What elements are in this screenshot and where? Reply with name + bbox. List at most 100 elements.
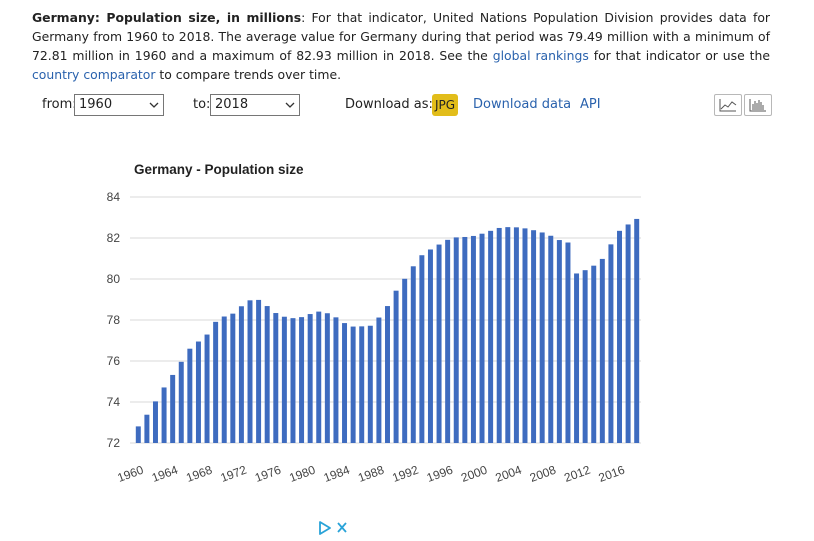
x-tick-label: 2012 — [562, 463, 592, 485]
bar-1977[interactable] — [281, 316, 287, 443]
bar-1989[interactable] — [385, 306, 390, 443]
bar-1962[interactable] — [152, 401, 158, 443]
bar-1995[interactable] — [436, 244, 442, 443]
bar-1996[interactable] — [445, 239, 451, 443]
bar-2007[interactable] — [539, 232, 545, 443]
chart-container: Germany - Population size 72 74 76 78 80 82 84… — [0, 150, 814, 490]
indicator-title: Germany: Population size, in millions — [32, 10, 302, 25]
bar-2001[interactable] — [488, 230, 494, 443]
x-tick-label: 2000 — [459, 463, 489, 485]
download-jpg-button[interactable]: JPG — [432, 94, 458, 116]
bar-2015[interactable] — [608, 244, 614, 443]
line-chart-icon — [719, 99, 737, 112]
bar-2003[interactable] — [505, 227, 511, 443]
x-tick-label: 1972 — [219, 463, 249, 485]
bar-chart-icon — [749, 99, 766, 112]
y-tick-label: 84 — [107, 190, 121, 204]
bar-2004[interactable] — [513, 227, 519, 443]
bar-1975[interactable] — [264, 306, 270, 443]
bar-1983[interactable] — [333, 317, 339, 443]
bar-1985[interactable] — [350, 326, 356, 443]
chart-controls: from: 1960 to: 2018 Download as: JPG Dow… — [0, 94, 814, 118]
x-tick-label: 1964 — [150, 463, 180, 485]
country-comparator-link[interactable]: country comparator — [32, 67, 156, 82]
bar-2016[interactable] — [617, 230, 622, 443]
chart-bars — [135, 218, 640, 443]
bar-1965[interactable] — [178, 361, 184, 443]
bar-1982[interactable] — [324, 313, 330, 443]
from-label: from: — [42, 97, 77, 112]
description-text-2: for that indicator or use the — [588, 48, 770, 63]
bar-2017[interactable] — [625, 224, 631, 443]
bar-1981[interactable] — [316, 311, 322, 443]
bar-1987[interactable] — [367, 325, 373, 443]
bar-1960[interactable] — [135, 426, 141, 443]
bar-1976[interactable] — [273, 313, 279, 443]
bar-2011[interactable] — [574, 273, 580, 443]
bar-1997[interactable] — [453, 237, 459, 443]
bar-2000[interactable] — [479, 233, 485, 443]
bar-1974[interactable] — [256, 299, 262, 443]
population-bar-chart: Germany - Population size 72 74 76 78 80 82 84… — [107, 162, 641, 485]
download-data-link[interactable]: Download data — [473, 97, 572, 112]
bar-1999[interactable] — [470, 235, 476, 443]
bar-2014[interactable] — [599, 258, 605, 443]
global-rankings-link[interactable]: global rankings — [492, 48, 589, 63]
bar-2010[interactable] — [565, 242, 571, 443]
line-chart-button[interactable] — [714, 94, 742, 116]
bar-1969[interactable] — [213, 321, 219, 443]
bar-1984[interactable] — [342, 323, 348, 443]
ad-choices[interactable] — [318, 520, 350, 536]
chart-title: Germany - Population size — [134, 162, 304, 177]
x-tick-label: 1984 — [322, 463, 352, 485]
x-tick-label: 1980 — [287, 463, 317, 485]
bar-1988[interactable] — [376, 317, 382, 443]
bar-2005[interactable] — [522, 228, 528, 443]
y-axis-ticks: 72 74 76 78 80 82 84 — [107, 190, 121, 450]
bar-2008[interactable] — [548, 235, 554, 443]
bar-1967[interactable] — [195, 341, 201, 443]
bar-2018[interactable] — [634, 218, 640, 443]
bar-1990[interactable] — [393, 290, 399, 443]
description-text-3: to compare trends over time. — [155, 67, 342, 82]
description-text-1: : For that indicator, United Nations Pop… — [32, 10, 770, 63]
bar-1980[interactable] — [307, 314, 313, 443]
bar-1992[interactable] — [410, 266, 416, 443]
bar-1991[interactable] — [402, 278, 408, 443]
bar-1993[interactable] — [419, 255, 425, 443]
bar-1970[interactable] — [221, 316, 227, 443]
bar-chart-button[interactable] — [744, 94, 772, 116]
bar-1966[interactable] — [187, 348, 193, 443]
bar-1986[interactable] — [359, 326, 365, 443]
bar-2009[interactable] — [556, 240, 562, 443]
to-label: to: — [193, 97, 211, 112]
bar-1994[interactable] — [427, 249, 433, 443]
bar-1968[interactable] — [204, 334, 210, 443]
bar-1973[interactable] — [247, 300, 253, 443]
bar-1978[interactable] — [290, 318, 296, 443]
to-year-select[interactable]: 2018 — [210, 94, 300, 116]
bar-1961[interactable] — [144, 414, 150, 443]
api-link[interactable]: API — [580, 97, 601, 112]
bar-1971[interactable] — [230, 313, 236, 443]
bar-1998[interactable] — [462, 236, 468, 443]
y-tick-label: 80 — [107, 272, 121, 286]
bar-2012[interactable] — [582, 270, 588, 443]
x-tick-label: 1968 — [184, 463, 214, 485]
bar-2002[interactable] — [496, 227, 502, 443]
y-tick-label: 78 — [107, 313, 121, 327]
to-year-value: 2018 — [215, 97, 249, 112]
bar-1979[interactable] — [299, 317, 305, 443]
x-tick-label: 1976 — [253, 463, 283, 485]
bar-1972[interactable] — [238, 306, 244, 443]
ad-choices-icon[interactable] — [318, 520, 350, 536]
x-tick-label: 1996 — [425, 463, 455, 485]
bar-2006[interactable] — [531, 230, 537, 443]
bar-1963[interactable] — [161, 387, 167, 443]
bar-2013[interactable] — [591, 265, 597, 443]
bar-1964[interactable] — [170, 374, 176, 443]
close-icon[interactable] — [337, 522, 347, 533]
y-tick-label: 72 — [107, 436, 121, 450]
from-year-select[interactable]: 1960 — [74, 94, 164, 116]
chevron-down-icon — [285, 102, 295, 108]
